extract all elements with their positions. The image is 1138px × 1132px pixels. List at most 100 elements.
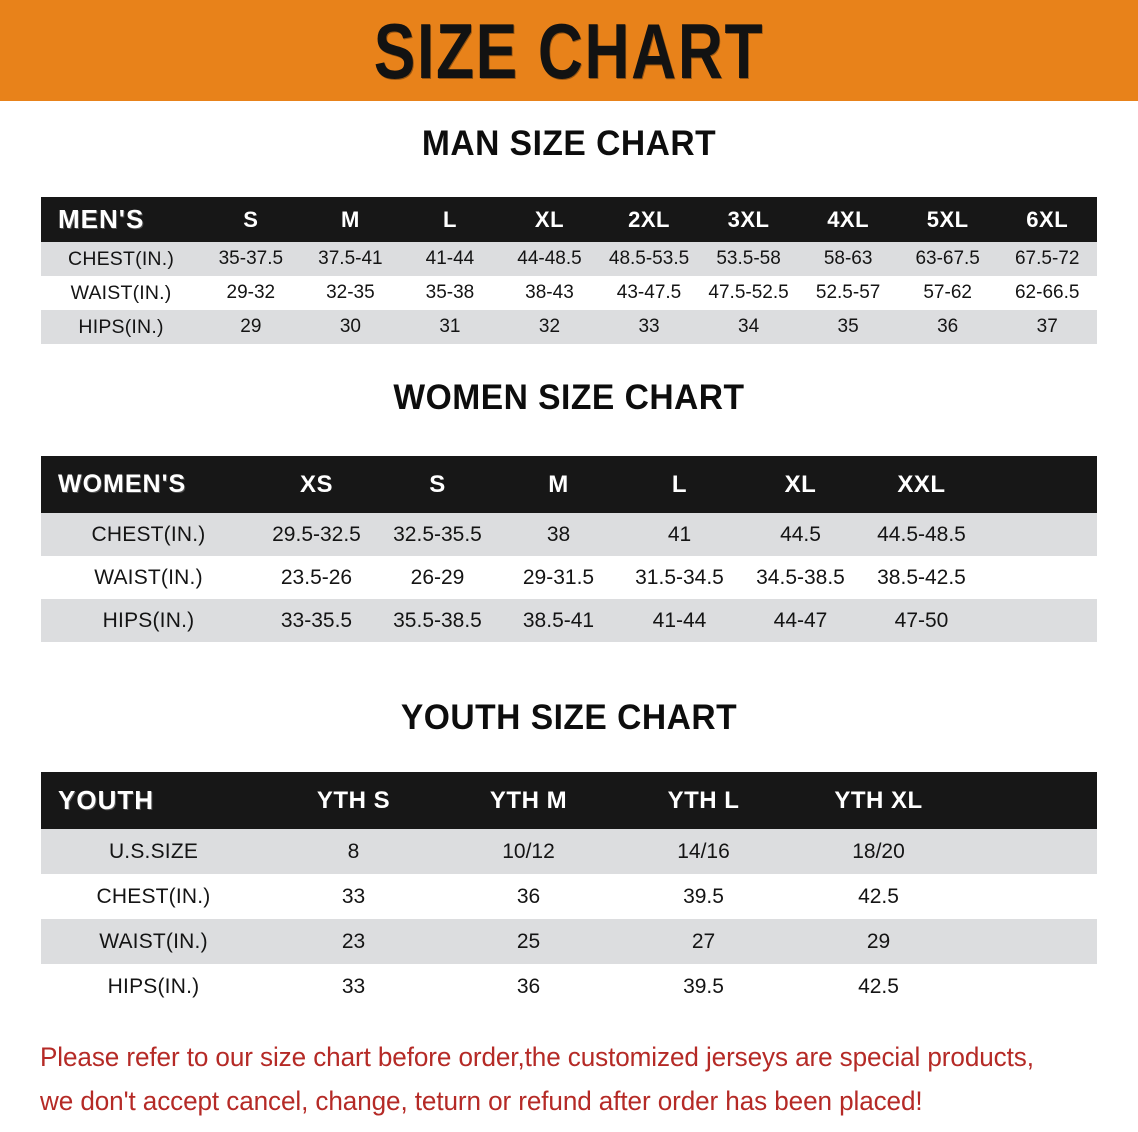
cell-man-0-6: 58-63 xyxy=(823,248,873,269)
cell-man-1-4: 43-47.5 xyxy=(616,282,682,303)
cell-youth-2-1: 25 xyxy=(516,929,541,953)
cell-youth-3-1: 36 xyxy=(516,974,541,998)
column-header-women-1: S xyxy=(429,470,446,498)
column-header-man-2: L xyxy=(442,206,457,232)
header-corner-label-man: MEN'S xyxy=(58,204,145,234)
page-title: SIZE CHART xyxy=(373,6,765,95)
cell-youth-2-3: 29 xyxy=(866,929,891,953)
cell-women-1-3: 31.5-34.5 xyxy=(635,565,724,589)
cell-women-1-0: 23.5-26 xyxy=(280,565,353,589)
column-header-man-5: 3XL xyxy=(727,206,770,232)
cell-man-2-5: 34 xyxy=(738,316,760,337)
column-header-women-5: XXL xyxy=(897,470,946,498)
cell-man-1-2: 35-38 xyxy=(425,282,475,303)
column-header-women-4: XL xyxy=(784,470,817,498)
cell-women-1-5: 38.5-42.5 xyxy=(877,565,966,589)
disclaimer-line-2: we don't accept cancel, change, teturn o… xyxy=(40,1086,923,1116)
column-header-man-0: S xyxy=(243,206,259,232)
row-label-youth-2: WAIST(IN.) xyxy=(99,929,208,953)
cell-man-1-6: 52.5-57 xyxy=(815,282,881,303)
cell-spacer-youth-3 xyxy=(966,964,1097,1009)
cell-man-2-4: 33 xyxy=(638,316,660,337)
cell-women-2-2: 38.5-41 xyxy=(522,608,595,632)
cell-youth-3-0: 33 xyxy=(341,974,366,998)
header-corner-label-women: WOMEN'S xyxy=(58,470,187,498)
row-label-women-0: CHEST(IN.) xyxy=(91,522,206,546)
cell-man-0-5: 53.5-58 xyxy=(716,248,781,269)
row-label-man-2: HIPS(IN.) xyxy=(78,315,164,338)
column-header-women-3: L xyxy=(671,470,688,498)
row-label-youth-0: U.S.SIZE xyxy=(108,839,199,863)
section-youth: YOUTH SIZE CHART xyxy=(0,698,1138,738)
cell-youth-1-2: 39.5 xyxy=(683,884,724,908)
cell-women-2-5: 47-50 xyxy=(894,608,949,632)
cell-youth-0-3: 18/20 xyxy=(852,839,905,863)
column-header-youth-1: YTH M xyxy=(489,786,568,814)
table-row: CHEST(IN.) 33 36 39.5 42.5 xyxy=(41,874,1097,919)
cell-women-0-1: 32.5-35.5 xyxy=(393,522,482,546)
cell-man-2-2: 31 xyxy=(439,316,461,337)
column-header-youth-0: YTH S xyxy=(316,786,391,814)
cell-man-1-3: 38-43 xyxy=(525,282,574,303)
cell-women-2-0: 33-35.5 xyxy=(280,608,353,632)
cell-man-2-8: 37 xyxy=(1036,316,1058,337)
cell-youth-1-0: 33 xyxy=(341,884,366,908)
table-header-row-youth: YOUTH YTH S YTH M YTH L YTH XL xyxy=(41,772,1097,829)
section-title-women: WOMEN SIZE CHART xyxy=(393,378,745,417)
cell-youth-0-2: 14/16 xyxy=(677,839,730,863)
cell-man-2-0: 29 xyxy=(240,316,262,337)
page-banner: SIZE CHART xyxy=(0,0,1138,101)
table-header-row-women: WOMEN'S XS S M L XL XXL xyxy=(41,456,1097,513)
row-label-women-2: HIPS(IN.) xyxy=(102,608,195,632)
cell-women-1-2: 29-31.5 xyxy=(522,565,595,589)
disclaimer-line-1: Please refer to our size chart before or… xyxy=(40,1042,1034,1072)
cell-youth-3-2: 39.5 xyxy=(683,974,724,998)
cell-man-2-3: 32 xyxy=(538,316,561,337)
row-label-man-0: CHEST(IN.) xyxy=(68,247,175,270)
cell-man-0-2: 41-44 xyxy=(425,248,475,269)
row-label-women-1: WAIST(IN.) xyxy=(94,565,203,589)
cell-women-0-4: 44.5 xyxy=(780,522,821,546)
cell-man-0-7: 63-67.5 xyxy=(915,248,980,269)
cell-man-1-0: 29-32 xyxy=(226,282,276,303)
cell-women-1-1: 26-29 xyxy=(410,565,465,589)
cell-youth-0-0: 8 xyxy=(347,839,360,863)
table-row: WAIST(IN.) 23.5-26 26-29 29-31.5 31.5-34… xyxy=(41,556,1097,599)
cell-youth-0-1: 10/12 xyxy=(502,839,555,863)
column-header-man-7: 5XL xyxy=(926,206,969,232)
section-title-man: MAN SIZE CHART xyxy=(421,124,717,163)
cell-women-0-0: 29.5-32.5 xyxy=(272,522,361,546)
table-row: HIPS(IN.) 29 30 31 32 33 34 35 36 37 xyxy=(41,310,1097,344)
cell-man-1-1: 32-35 xyxy=(326,282,375,303)
section-women: WOMEN SIZE CHART xyxy=(0,378,1138,418)
table-youth-body: YOUTH YTH S YTH M YTH L YTH XL U.S.SIZE … xyxy=(41,772,1097,1009)
column-header-man-4: 2XL xyxy=(628,206,670,232)
cell-youth-3-3: 42.5 xyxy=(858,974,899,998)
header-corner-label-youth: YOUTH xyxy=(58,785,154,815)
cell-man-1-7: 57-62 xyxy=(923,282,972,303)
table-man-body: MEN'S S M L XL 2XL 3XL 4XL 5XL 6XL CHEST… xyxy=(41,197,1097,344)
table-row: HIPS(IN.) 33 36 39.5 42.5 xyxy=(41,964,1097,1009)
cell-man-2-1: 30 xyxy=(339,316,361,337)
column-header-women-2: M xyxy=(548,470,569,498)
cell-women-2-3: 41-44 xyxy=(652,608,707,632)
table-row: CHEST(IN.) 35-37.5 37.5-41 41-44 44-48.5… xyxy=(41,242,1097,276)
cell-women-2-1: 35.5-38.5 xyxy=(393,608,482,632)
section-man: MAN SIZE CHART xyxy=(0,124,1138,164)
cell-women-2-4: 44-47 xyxy=(773,608,828,632)
cell-man-2-7: 36 xyxy=(937,316,959,337)
table-women-size-chart: WOMEN'S XS S M L XL XXL CHEST(IN.) 29.5-… xyxy=(41,456,1097,642)
table-row: HIPS(IN.) 33-35.5 35.5-38.5 38.5-41 41-4… xyxy=(41,599,1097,642)
cell-spacer-youth-0 xyxy=(966,829,1097,874)
header-spacer-women xyxy=(982,456,1097,513)
row-label-youth-1: CHEST(IN.) xyxy=(96,884,211,908)
table-women-body: WOMEN'S XS S M L XL XXL CHEST(IN.) 29.5-… xyxy=(41,456,1097,642)
cell-man-0-4: 48.5-53.5 xyxy=(608,248,690,269)
column-header-women-0: XS xyxy=(299,470,333,498)
row-label-man-1: WAIST(IN.) xyxy=(70,281,172,304)
table-row: WAIST(IN.) 23 25 27 29 xyxy=(41,919,1097,964)
column-header-man-6: 4XL xyxy=(827,206,870,232)
cell-youth-1-3: 42.5 xyxy=(858,884,899,908)
cell-women-0-3: 41 xyxy=(667,522,692,546)
